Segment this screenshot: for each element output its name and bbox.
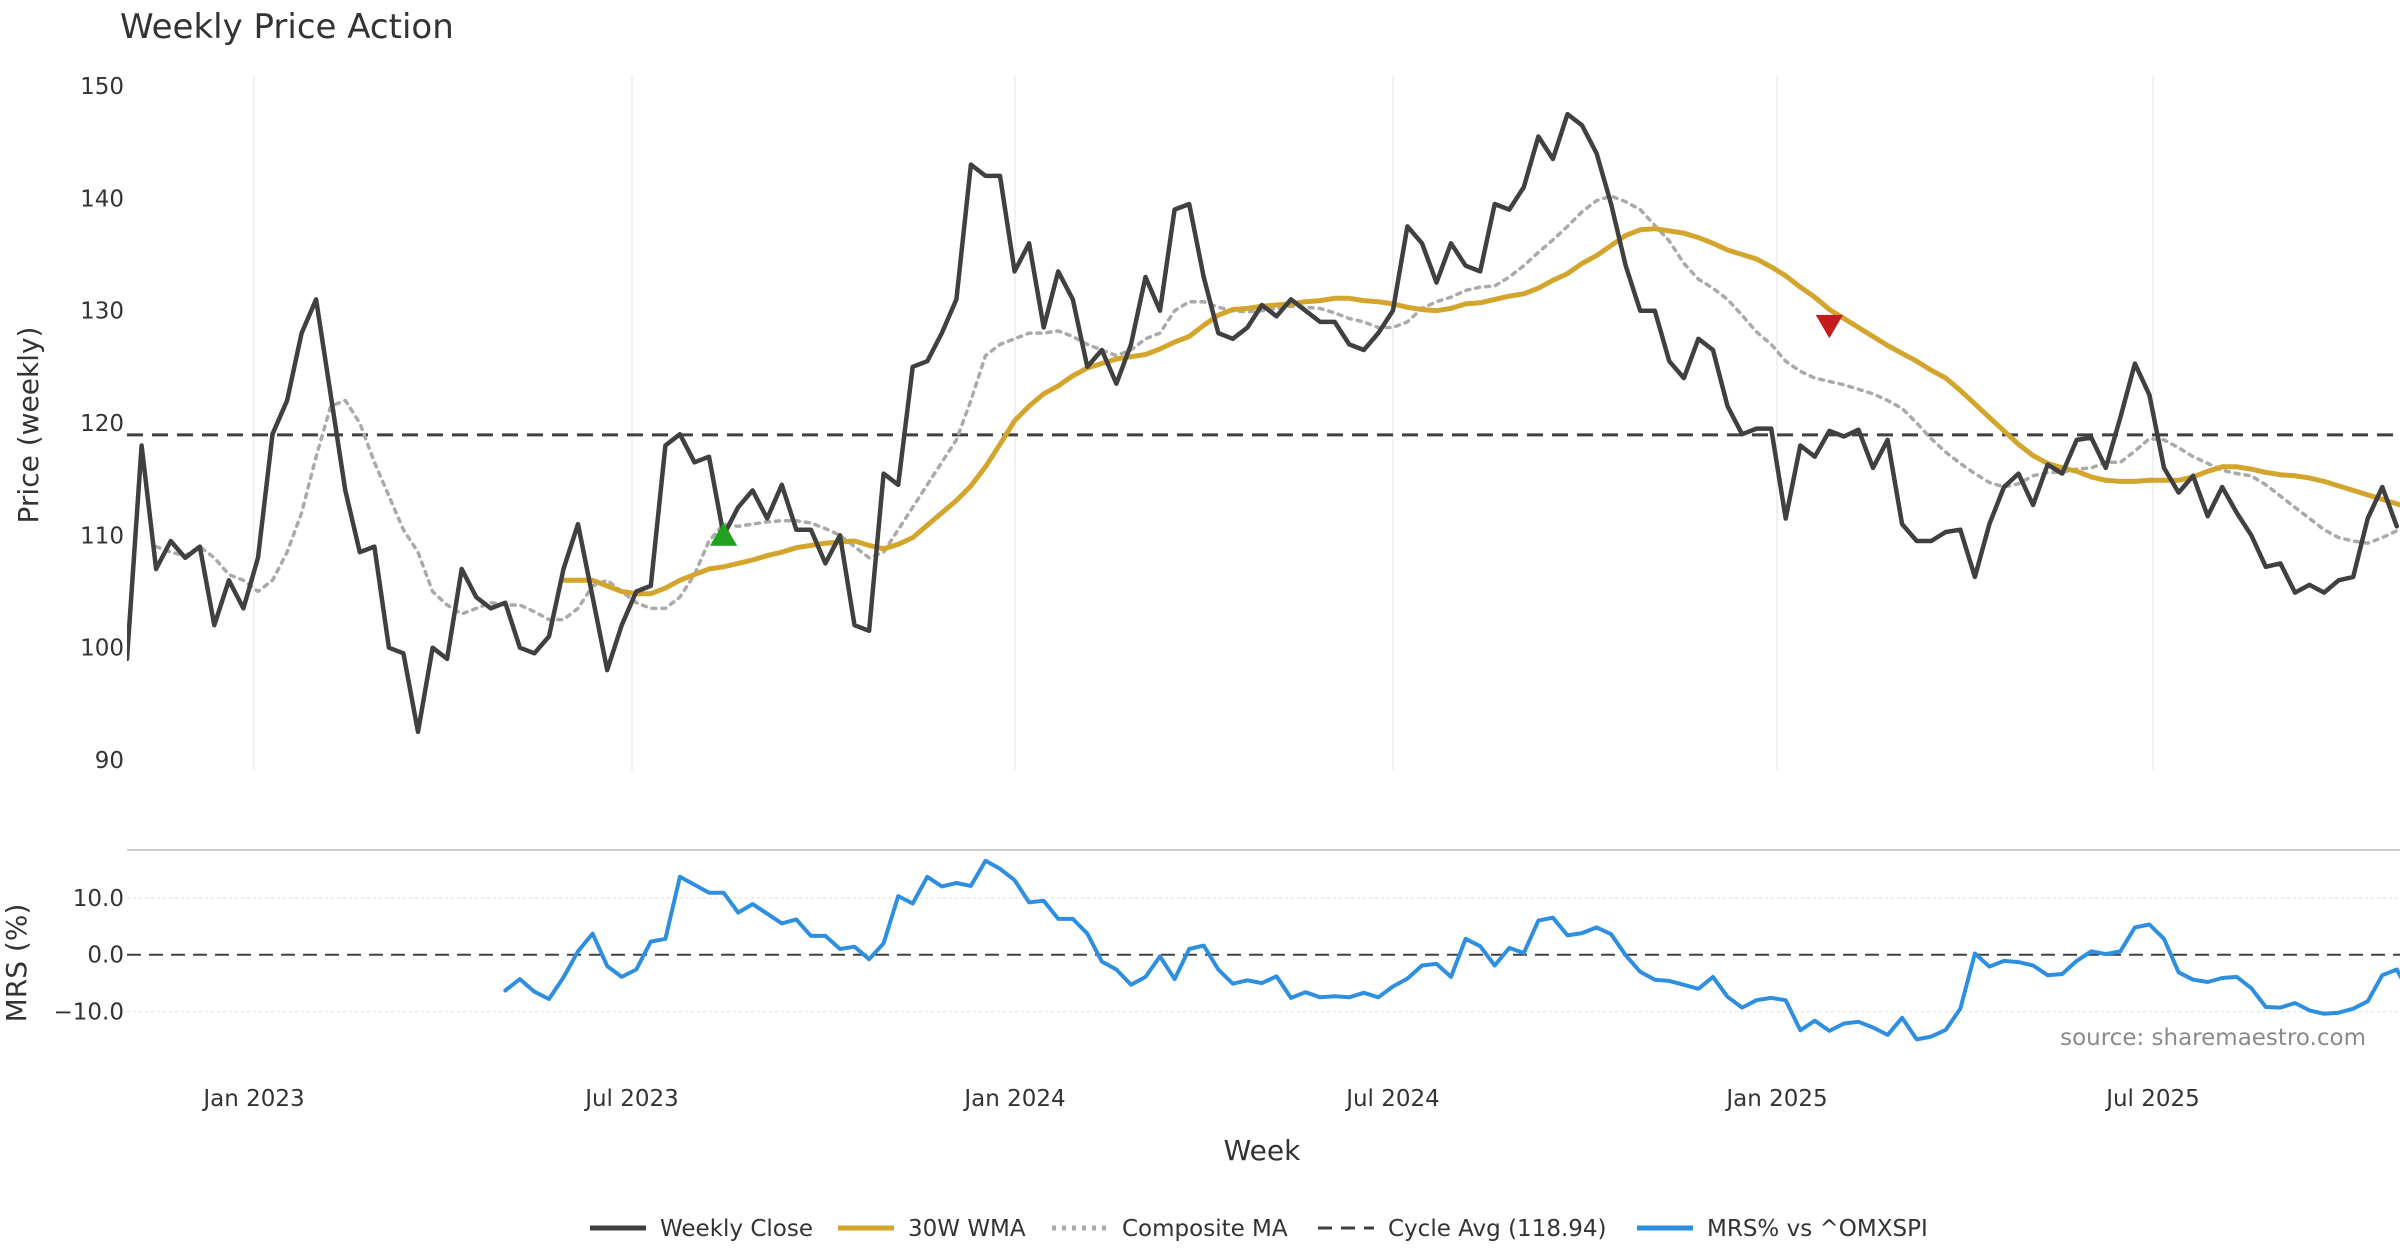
legend-label: MRS% vs ^OMXSPI: [1707, 1216, 1928, 1242]
x-tick-label: Jan 2023: [201, 1086, 304, 1112]
legend-label: Cycle Avg (118.94): [1388, 1216, 1607, 1242]
legend-label: Composite MA: [1122, 1216, 1288, 1242]
weekly-close-line: [127, 111, 2400, 735]
x-tick-label: Jul 2025: [2104, 1086, 2200, 1112]
composite-ma-line: [154, 194, 2400, 622]
mrs-y-axis-label: MRS (%): [0, 904, 33, 1023]
legend-item: 30W WMA: [838, 1216, 1026, 1242]
chart-title: Weekly Price Action: [120, 7, 454, 47]
price-y-tick-label: 100: [80, 636, 124, 662]
legend-item: Weekly Close: [590, 1216, 813, 1242]
price-y-axis-label: Price (weekly): [12, 327, 45, 524]
legend-label: 30W WMA: [908, 1216, 1026, 1242]
legend: Weekly Close 30W WMA Composite MA Cycle Avg…: [590, 1216, 1928, 1242]
source-note: source: sharemaestro.com: [2060, 1025, 2366, 1051]
price-y-tick-label: 120: [80, 411, 124, 437]
series-layer: [127, 111, 2400, 1042]
mrs-y-tick-label: 10.0: [73, 886, 124, 912]
axis-layer: Jan 2023 Jul 2023 Jan 2024 Jul 2024 Jan 2025…: [54, 74, 2200, 1112]
price-y-tick-label: 140: [80, 186, 124, 212]
x-tick-label: Jan 2025: [1724, 1086, 1827, 1112]
mrs-y-tick-label: −10.0: [54, 1000, 124, 1026]
price-y-tick-label: 150: [80, 74, 124, 100]
legend-item: Cycle Avg (118.94): [1318, 1216, 1607, 1242]
x-tick-label: Jan 2024: [962, 1086, 1065, 1112]
legend-item: MRS% vs ^OMXSPI: [1637, 1216, 1928, 1242]
x-axis-label: Week: [1224, 1134, 1301, 1167]
price-y-tick-label: 90: [95, 748, 124, 774]
legend-label: Weekly Close: [660, 1216, 813, 1242]
price-y-tick-label: 130: [80, 299, 124, 325]
mrs-line: [503, 858, 2400, 1042]
wma-30w-line: [561, 226, 2400, 597]
sell-signal-marker: [1815, 314, 1843, 339]
price-y-tick-label: 110: [80, 523, 124, 549]
x-tick-label: Jul 2023: [583, 1086, 679, 1112]
grid-layer: [127, 76, 2400, 1013]
mrs-y-tick-label: 0.0: [87, 943, 124, 969]
legend-item: Composite MA: [1052, 1216, 1288, 1242]
x-tick-label: Jul 2024: [1344, 1086, 1440, 1112]
buy-signal-marker: [709, 522, 738, 546]
